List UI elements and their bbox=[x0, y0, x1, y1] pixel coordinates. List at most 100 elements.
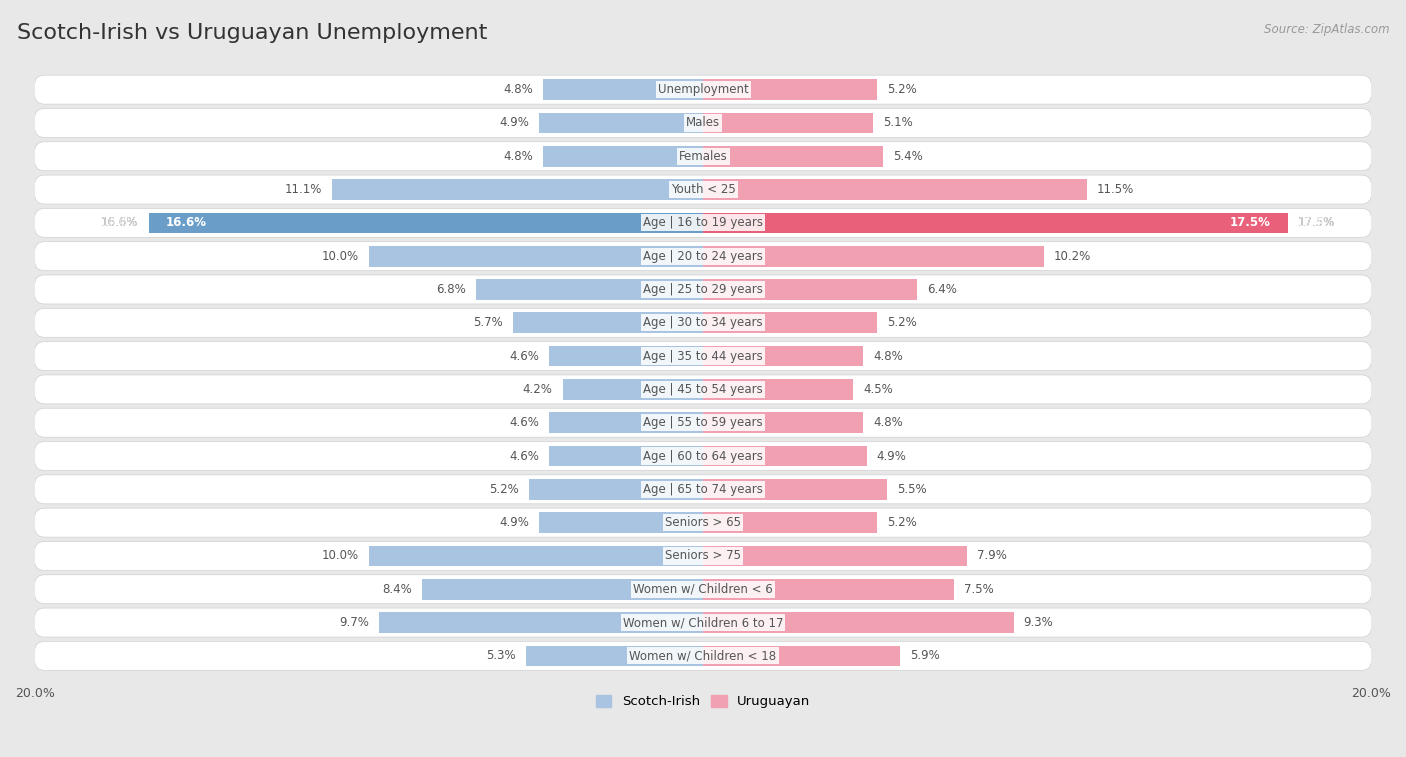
Bar bbox=[703, 546, 967, 566]
Bar bbox=[540, 512, 703, 533]
Bar bbox=[368, 546, 703, 566]
Bar bbox=[703, 213, 1288, 233]
Text: 4.8%: 4.8% bbox=[873, 350, 903, 363]
Bar bbox=[543, 79, 703, 100]
Bar bbox=[703, 446, 866, 466]
Text: Age | 65 to 74 years: Age | 65 to 74 years bbox=[643, 483, 763, 496]
Text: 10.2%: 10.2% bbox=[1053, 250, 1091, 263]
FancyBboxPatch shape bbox=[35, 575, 1371, 604]
FancyBboxPatch shape bbox=[35, 475, 1371, 504]
Bar bbox=[526, 646, 703, 666]
Text: 4.8%: 4.8% bbox=[503, 83, 533, 96]
FancyBboxPatch shape bbox=[35, 75, 1371, 104]
FancyBboxPatch shape bbox=[35, 541, 1371, 571]
FancyBboxPatch shape bbox=[35, 641, 1371, 671]
FancyBboxPatch shape bbox=[35, 108, 1371, 138]
FancyBboxPatch shape bbox=[35, 441, 1371, 471]
Text: Age | 20 to 24 years: Age | 20 to 24 years bbox=[643, 250, 763, 263]
Bar bbox=[703, 379, 853, 400]
Text: 16.6%: 16.6% bbox=[166, 217, 207, 229]
Text: 10.0%: 10.0% bbox=[322, 550, 359, 562]
FancyBboxPatch shape bbox=[35, 275, 1371, 304]
Text: 9.3%: 9.3% bbox=[1024, 616, 1053, 629]
Text: Youth < 25: Youth < 25 bbox=[671, 183, 735, 196]
Bar bbox=[529, 479, 703, 500]
Bar bbox=[703, 346, 863, 366]
Bar bbox=[550, 446, 703, 466]
Text: 5.2%: 5.2% bbox=[489, 483, 519, 496]
Bar bbox=[703, 512, 877, 533]
Text: 5.2%: 5.2% bbox=[887, 516, 917, 529]
Bar bbox=[149, 213, 703, 233]
Bar bbox=[513, 313, 703, 333]
Legend: Scotch-Irish, Uruguayan: Scotch-Irish, Uruguayan bbox=[591, 690, 815, 714]
Text: 4.6%: 4.6% bbox=[509, 450, 540, 463]
FancyBboxPatch shape bbox=[35, 208, 1371, 238]
Text: Females: Females bbox=[679, 150, 727, 163]
FancyBboxPatch shape bbox=[35, 175, 1371, 204]
Text: 9.7%: 9.7% bbox=[339, 616, 368, 629]
Text: 5.7%: 5.7% bbox=[472, 316, 502, 329]
Text: 5.1%: 5.1% bbox=[883, 117, 912, 129]
Bar bbox=[543, 146, 703, 167]
Text: 11.1%: 11.1% bbox=[285, 183, 322, 196]
Bar bbox=[368, 246, 703, 266]
Text: 17.5%: 17.5% bbox=[1298, 217, 1334, 229]
Text: 16.6%: 16.6% bbox=[101, 217, 138, 229]
Text: 10.0%: 10.0% bbox=[322, 250, 359, 263]
Bar bbox=[550, 413, 703, 433]
Text: 16.6%: 16.6% bbox=[101, 217, 138, 229]
Text: Women w/ Children < 18: Women w/ Children < 18 bbox=[630, 650, 776, 662]
FancyBboxPatch shape bbox=[35, 241, 1371, 271]
Text: Seniors > 65: Seniors > 65 bbox=[665, 516, 741, 529]
Text: 4.2%: 4.2% bbox=[523, 383, 553, 396]
Text: 6.8%: 6.8% bbox=[436, 283, 465, 296]
Text: 4.6%: 4.6% bbox=[509, 416, 540, 429]
Bar bbox=[703, 479, 887, 500]
Text: 5.5%: 5.5% bbox=[897, 483, 927, 496]
Text: Source: ZipAtlas.com: Source: ZipAtlas.com bbox=[1264, 23, 1389, 36]
Bar bbox=[550, 346, 703, 366]
Bar bbox=[562, 379, 703, 400]
FancyBboxPatch shape bbox=[35, 608, 1371, 637]
Bar bbox=[703, 179, 1087, 200]
Text: Scotch-Irish vs Uruguayan Unemployment: Scotch-Irish vs Uruguayan Unemployment bbox=[17, 23, 488, 42]
Text: 4.8%: 4.8% bbox=[503, 150, 533, 163]
Text: 5.2%: 5.2% bbox=[887, 83, 917, 96]
Text: 7.9%: 7.9% bbox=[977, 550, 1007, 562]
Text: 5.2%: 5.2% bbox=[887, 316, 917, 329]
Text: Age | 60 to 64 years: Age | 60 to 64 years bbox=[643, 450, 763, 463]
Bar bbox=[703, 79, 877, 100]
Text: Women w/ Children < 6: Women w/ Children < 6 bbox=[633, 583, 773, 596]
Bar bbox=[703, 113, 873, 133]
Text: Age | 25 to 29 years: Age | 25 to 29 years bbox=[643, 283, 763, 296]
FancyBboxPatch shape bbox=[35, 375, 1371, 404]
FancyBboxPatch shape bbox=[35, 142, 1371, 171]
Bar bbox=[703, 579, 953, 600]
Bar bbox=[540, 113, 703, 133]
Text: Age | 55 to 59 years: Age | 55 to 59 years bbox=[643, 416, 763, 429]
Text: 5.4%: 5.4% bbox=[893, 150, 924, 163]
Bar bbox=[703, 413, 863, 433]
Text: 4.9%: 4.9% bbox=[877, 450, 907, 463]
FancyBboxPatch shape bbox=[35, 508, 1371, 537]
Bar bbox=[703, 646, 900, 666]
Text: Unemployment: Unemployment bbox=[658, 83, 748, 96]
Text: Women w/ Children 6 to 17: Women w/ Children 6 to 17 bbox=[623, 616, 783, 629]
Text: 4.9%: 4.9% bbox=[499, 117, 529, 129]
Text: 7.5%: 7.5% bbox=[963, 583, 993, 596]
FancyBboxPatch shape bbox=[35, 408, 1371, 438]
Bar bbox=[703, 279, 917, 300]
Text: Age | 35 to 44 years: Age | 35 to 44 years bbox=[643, 350, 763, 363]
FancyBboxPatch shape bbox=[35, 341, 1371, 371]
Text: 11.5%: 11.5% bbox=[1097, 183, 1135, 196]
Text: 5.9%: 5.9% bbox=[910, 650, 939, 662]
Text: 17.5%: 17.5% bbox=[1298, 217, 1334, 229]
FancyBboxPatch shape bbox=[35, 308, 1371, 338]
Text: 4.9%: 4.9% bbox=[499, 516, 529, 529]
Bar bbox=[703, 313, 877, 333]
Text: 4.6%: 4.6% bbox=[509, 350, 540, 363]
Bar bbox=[703, 146, 883, 167]
Text: Age | 45 to 54 years: Age | 45 to 54 years bbox=[643, 383, 763, 396]
Bar bbox=[475, 279, 703, 300]
